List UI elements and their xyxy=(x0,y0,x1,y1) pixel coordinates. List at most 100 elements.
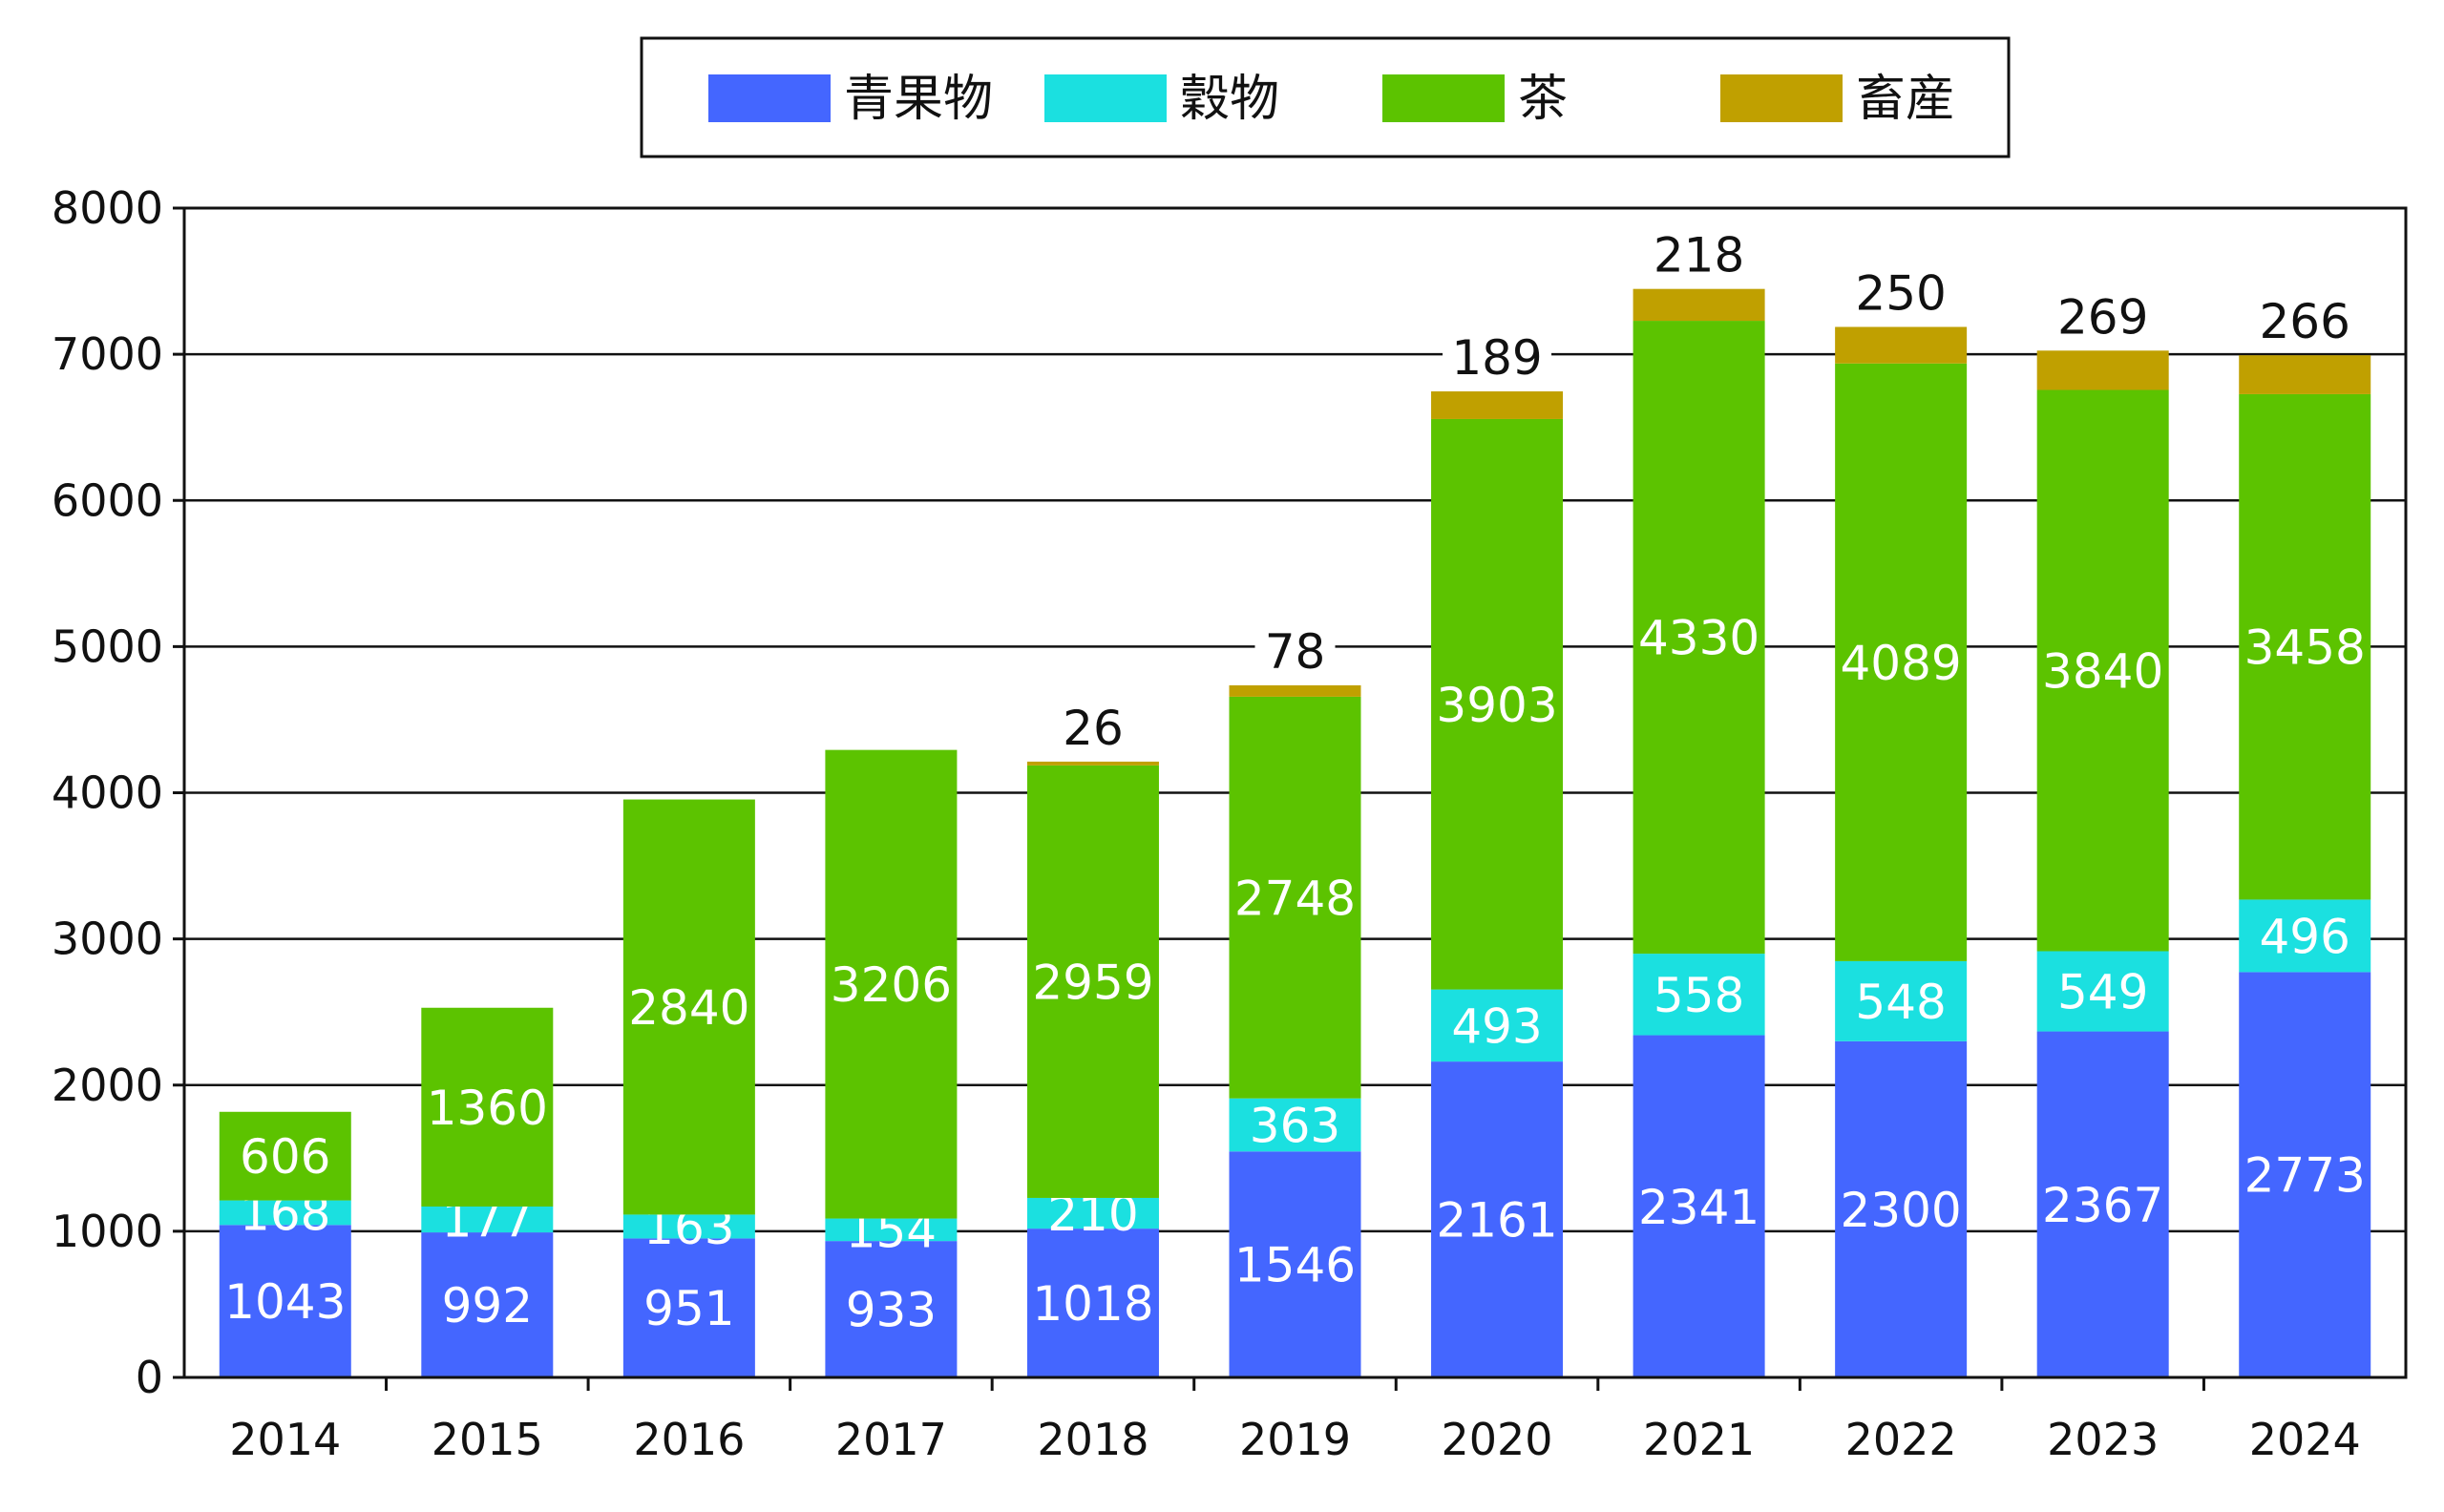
legend: 青果物 穀物 茶 畜産 xyxy=(640,36,2011,158)
data-label: 496 xyxy=(2260,909,2350,964)
data-label: 2367 xyxy=(2042,1178,2163,1233)
bar-segment xyxy=(1431,1061,1564,1377)
data-label: 3840 xyxy=(2042,643,2163,699)
x-tick-label: 2015 xyxy=(432,1414,543,1465)
bar-segment xyxy=(622,1214,755,1239)
bar-segment xyxy=(2036,389,2169,952)
x-tick-label: 2023 xyxy=(2047,1414,2159,1465)
x-tick-label: 2024 xyxy=(2249,1414,2361,1465)
top-label-bg xyxy=(1443,332,1552,385)
bar-segment xyxy=(1229,1151,1361,1377)
bar-segment xyxy=(2036,951,2169,1032)
data-label: 266 xyxy=(2260,294,2350,349)
data-label: 2773 xyxy=(2244,1148,2366,1204)
data-label: 2300 xyxy=(1841,1183,1962,1238)
x-tick-label: 2014 xyxy=(229,1414,341,1465)
bar-segment xyxy=(2239,393,2371,900)
bar-segment xyxy=(825,1241,958,1377)
top-label-bg xyxy=(1254,625,1336,678)
bar-segment xyxy=(1835,1040,1968,1377)
y-tick-label: 5000 xyxy=(52,620,163,672)
data-label: 250 xyxy=(1855,265,1946,321)
data-label: 933 xyxy=(846,1283,937,1338)
data-label: 2161 xyxy=(1436,1193,1557,1249)
bar-segment xyxy=(1229,684,1361,697)
data-label: 549 xyxy=(2057,965,2148,1020)
bar-segment xyxy=(1835,326,1968,364)
bar-segment xyxy=(421,1007,554,1207)
x-axis: 2014 2015 2016 2017 2018 2019 2020 2021 2022 2023… xyxy=(229,1377,2361,1465)
data-label: 3206 xyxy=(831,957,952,1013)
bar-segment xyxy=(421,1232,554,1377)
bar-segment xyxy=(1835,363,1968,961)
legend-label: 茶 xyxy=(1518,71,1568,128)
bar-segment xyxy=(2036,1031,2169,1377)
bar-segment xyxy=(1026,1197,1159,1229)
data-label: 1018 xyxy=(1032,1276,1153,1332)
data-label: 4089 xyxy=(1841,636,1962,691)
y-tick-label: 0 xyxy=(136,1352,163,1403)
top-label-bg xyxy=(1846,267,1956,320)
data-label: 1360 xyxy=(427,1081,548,1136)
x-tick-label: 2019 xyxy=(1239,1414,1351,1465)
y-tick-label: 7000 xyxy=(52,328,163,380)
data-label: 2748 xyxy=(1234,871,1356,926)
bar-segment xyxy=(1026,1228,1159,1377)
data-label: 218 xyxy=(1654,228,1744,284)
data-label: 189 xyxy=(1451,330,1542,386)
data-label: 493 xyxy=(1451,998,1542,1054)
bar-segment xyxy=(1835,960,1968,1041)
x-tick-label: 2020 xyxy=(1442,1414,1553,1465)
bar-segment xyxy=(219,1111,351,1201)
top-label-bg xyxy=(2048,291,2158,344)
data-label: 78 xyxy=(1265,624,1326,680)
bar-segment xyxy=(622,799,755,1215)
legend-swatch xyxy=(1044,74,1167,122)
bar-segment xyxy=(1431,418,1564,990)
x-tick-label: 2018 xyxy=(1037,1414,1148,1465)
data-label: 1546 xyxy=(1234,1238,1356,1293)
bar-segment xyxy=(1229,1098,1361,1152)
y-tick-label: 8000 xyxy=(52,182,163,234)
legend-label: 青果物 xyxy=(844,71,993,128)
x-tick-label: 2017 xyxy=(835,1414,947,1465)
bar-segment xyxy=(2239,899,2371,973)
data-label: 1043 xyxy=(224,1274,346,1330)
bar-segment xyxy=(1633,1035,1765,1377)
data-label: 3458 xyxy=(2244,620,2366,676)
bar-segment xyxy=(2239,355,2371,394)
legend-label: 穀物 xyxy=(1180,71,1279,128)
bar-segment xyxy=(1633,288,1765,322)
bar-segment xyxy=(2239,972,2371,1377)
bar-segment xyxy=(1431,391,1564,419)
data-label: 363 xyxy=(1250,1098,1340,1153)
bar-segment xyxy=(219,1200,351,1226)
data-label: 951 xyxy=(643,1281,734,1336)
bar-segment xyxy=(825,1218,958,1242)
y-axis: 0 1000 2000 3000 4000 5000 6000 7000 8000 xyxy=(52,182,184,1403)
bar-segment xyxy=(219,1225,351,1377)
y-tick-label: 1000 xyxy=(52,1206,163,1257)
data-label: 2959 xyxy=(1032,955,1153,1010)
x-tick-label: 2021 xyxy=(1643,1414,1755,1465)
legend-swatch xyxy=(1382,74,1505,122)
bar-segment xyxy=(421,1206,554,1233)
legend-label: 畜産 xyxy=(1856,71,1955,128)
bar-segment xyxy=(1026,765,1159,1198)
data-label: 3903 xyxy=(1436,678,1557,733)
bar-segment xyxy=(1633,954,1765,1036)
y-tick-label: 4000 xyxy=(52,767,163,819)
data-label: 4330 xyxy=(1638,611,1759,666)
top-label-bg xyxy=(2250,296,2360,348)
x-tick-label: 2016 xyxy=(633,1414,745,1465)
bars: 1043168606992177136095116328409331543206… xyxy=(219,228,2371,1377)
bar-segment xyxy=(825,749,958,1219)
data-label: 992 xyxy=(442,1278,533,1334)
bar-segment xyxy=(1229,696,1361,1099)
bar-segment xyxy=(2036,350,2169,390)
data-label: 558 xyxy=(1654,968,1744,1023)
legend-swatch xyxy=(708,74,831,122)
bar-segment xyxy=(1431,989,1564,1062)
data-label: 548 xyxy=(1855,975,1946,1030)
legend-swatch xyxy=(1720,74,1843,122)
